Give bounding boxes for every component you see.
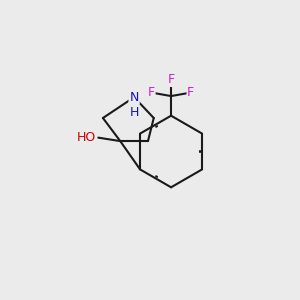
Text: HO: HO xyxy=(77,131,96,144)
Text: N: N xyxy=(129,91,139,104)
Text: F: F xyxy=(167,74,175,86)
Text: F: F xyxy=(187,86,194,99)
Text: H: H xyxy=(129,106,139,119)
Text: F: F xyxy=(148,86,155,99)
